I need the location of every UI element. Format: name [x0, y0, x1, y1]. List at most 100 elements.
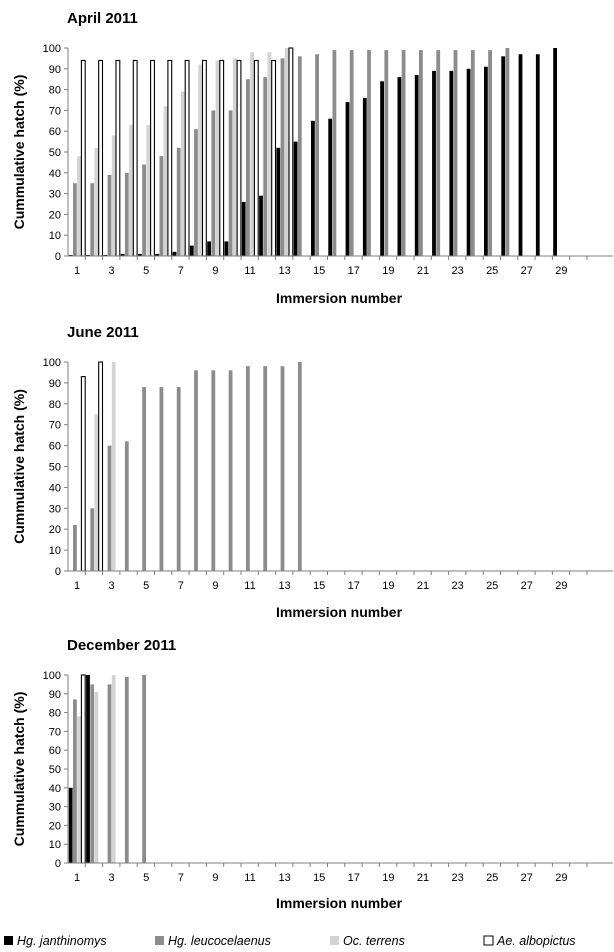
y-tick-label: 60	[49, 441, 61, 453]
x-axis-label: Immersion number	[276, 895, 403, 911]
x-tick-label: 7	[178, 265, 184, 277]
bar-terrens-immersion-1	[77, 716, 81, 863]
x-tick-label: 17	[348, 872, 360, 884]
x-tick-label: 1	[74, 872, 80, 884]
bar-leucocelaenus-immersion-11	[246, 79, 250, 256]
legend-swatch	[155, 936, 164, 945]
bar-leucocelaenus-immersion-23	[453, 50, 458, 256]
x-tick-label: 15	[313, 580, 325, 592]
bar-terrens-immersion-8	[198, 64, 203, 256]
x-tick-label: 17	[348, 580, 360, 592]
x-tick-label: 19	[382, 580, 394, 592]
y-tick-label: 50	[49, 462, 61, 474]
x-tick-label: 13	[278, 872, 290, 884]
x-tick-label: 21	[417, 265, 429, 277]
bar-janthinomys-immersion-2	[86, 254, 90, 256]
x-tick-label: 9	[212, 580, 218, 592]
bar-leucocelaenus-immersion-16	[332, 50, 337, 256]
bar-leucocelaenus-immersion-2	[90, 508, 95, 571]
bar-leucocelaenus-immersion-12	[263, 366, 268, 571]
x-tick-label: 25	[486, 580, 498, 592]
bar-terrens-immersion-5	[146, 124, 151, 257]
bar-leucocelaenus-immersion-2	[90, 684, 95, 863]
bar-leucocelaenus-immersion-1	[73, 699, 77, 863]
y-axis-label: Cummulative hatch (%)	[11, 75, 27, 230]
bar-albopictus-immersion-10	[236, 59, 242, 257]
x-tick-label: 13	[278, 265, 290, 277]
bar-leucocelaenus-immersion-12	[263, 77, 268, 257]
y-tick-label: 30	[49, 189, 61, 201]
bar-albopictus-immersion-4	[132, 59, 138, 257]
x-tick-label: 11	[244, 580, 255, 592]
x-tick-label: 5	[143, 872, 149, 884]
y-tick-label: 30	[49, 802, 61, 814]
y-tick-label: 0	[55, 566, 61, 578]
bar-terrens-immersion-3	[111, 135, 116, 256]
bar-leucocelaenus-immersion-8	[194, 129, 198, 256]
bar-janthinomys-immersion-20	[397, 77, 402, 257]
y-tick-label: 40	[49, 482, 61, 494]
bar-leucocelaenus-immersion-7	[176, 147, 181, 256]
x-tick-label: 21	[417, 872, 429, 884]
bar-albopictus-immersion-6	[167, 59, 173, 257]
x-tick-label: 1	[74, 265, 80, 277]
bar-leucocelaenus-immersion-24	[470, 50, 475, 256]
bar-janthinomys-immersion-17	[345, 102, 350, 256]
bar-albopictus-immersion-11	[253, 59, 259, 257]
bar-leucocelaenus-immersion-1	[73, 183, 77, 256]
bar-albopictus-immersion-9	[219, 59, 225, 257]
bar-janthinomys-immersion-28	[535, 54, 540, 256]
x-tick-label: 5	[143, 265, 149, 277]
bar-leucocelaenus-immersion-18	[367, 50, 371, 256]
x-tick-label: 27	[521, 872, 533, 884]
bar-janthinomys-immersion-1	[68, 787, 73, 863]
bar-janthinomys-immersion-3	[103, 254, 108, 256]
bar-albopictus-immersion-5	[150, 59, 155, 257]
bar-albopictus-immersion-1	[80, 59, 86, 257]
y-tick-label: 0	[55, 858, 61, 870]
bar-leucocelaenus-immersion-9	[211, 370, 216, 571]
y-axis-label: Cummulative hatch (%)	[11, 692, 27, 847]
bar-janthinomys-immersion-2	[86, 675, 90, 863]
bar-janthinomys-immersion-27	[518, 54, 523, 256]
bar-janthinomys-immersion-16	[328, 118, 333, 256]
bar-terrens-immersion-9	[215, 60, 220, 257]
bar-leucocelaenus-immersion-26	[505, 48, 510, 256]
y-tick-label: 10	[49, 839, 61, 851]
x-tick-label: 9	[212, 872, 218, 884]
y-tick-label: 60	[49, 745, 61, 757]
bar-janthinomys-immersion-7	[172, 251, 177, 256]
x-tick-label: 27	[521, 580, 533, 592]
bar-janthinomys-immersion-24	[466, 68, 471, 256]
y-tick-label: 100	[43, 357, 61, 369]
bar-albopictus-immersion-1	[80, 376, 86, 572]
y-tick-label: 90	[49, 378, 61, 390]
y-tick-label: 20	[49, 820, 61, 832]
x-tick-label: 29	[555, 265, 567, 277]
bar-leucocelaenus-immersion-8	[194, 370, 198, 571]
y-tick-label: 70	[49, 420, 61, 432]
legend-label: Oc. terrens	[343, 934, 405, 948]
x-tick-label: 25	[486, 265, 498, 277]
chart-title: June 2011	[67, 324, 139, 341]
bar-terrens-immersion-6	[163, 106, 168, 257]
chart-panel-2: June 2011 0 10 20 30 40 50 60 70 80 90 100 Cummulati…	[11, 324, 613, 620]
y-tick-label: 10	[49, 230, 61, 242]
bar-terrens-immersion-3	[111, 675, 116, 863]
bar-leucocelaenus-immersion-6	[159, 156, 164, 256]
bar-janthinomys-immersion-26	[501, 56, 506, 256]
bar-leucocelaenus-immersion-13	[280, 366, 285, 571]
bar-janthinomys-immersion-9	[207, 241, 211, 256]
y-axis-label: Cummulative hatch (%)	[11, 389, 27, 544]
legend-swatch	[4, 936, 13, 945]
bar-leucocelaenus-immersion-7	[176, 387, 181, 571]
bar-leucocelaenus-immersion-6	[159, 387, 164, 571]
legend-item-leucocelaenus: Hg. leucocelaenus	[155, 934, 271, 948]
bar-terrens-immersion-13	[284, 48, 289, 256]
bar-leucocelaenus-immersion-10	[228, 110, 233, 257]
bar-leucocelaenus-immersion-17	[349, 50, 354, 256]
bar-janthinomys-immersion-1	[68, 254, 73, 256]
x-tick-label: 23	[451, 872, 463, 884]
bar-albopictus-immersion-2	[98, 59, 104, 257]
